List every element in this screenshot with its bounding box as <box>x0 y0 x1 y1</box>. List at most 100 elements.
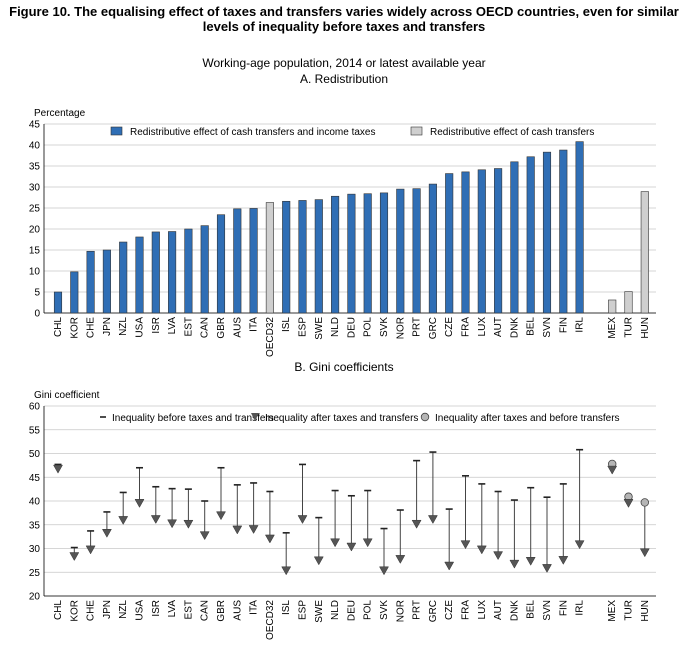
x-tick-label-b: CZE <box>444 600 455 620</box>
marker-after <box>444 561 455 571</box>
x-tick-label-b: AUT <box>493 600 504 620</box>
y-axis-label-a: Percentage <box>34 108 86 119</box>
marker-after <box>69 552 80 562</box>
marker-after <box>525 557 536 566</box>
x-tick-label-a: NZL <box>118 317 129 336</box>
x-tick-label-a: NLD <box>330 317 341 337</box>
bar <box>461 171 470 314</box>
y-tick-label-b: 25 <box>29 568 41 579</box>
x-tick-label-a: AUS <box>232 317 243 338</box>
marker-after <box>460 540 471 550</box>
bar <box>542 151 552 314</box>
x-tick-label-b: GBR <box>216 600 227 622</box>
x-tick-label-a: DNK <box>509 317 520 338</box>
bar <box>363 193 372 314</box>
x-tick-label-b: ITA <box>249 600 260 615</box>
x-tick-label-b: NOR <box>395 600 406 622</box>
legend-swatch-main <box>110 126 123 136</box>
redistribution-bar-chart: Percentage 0 5 10 15 20 25 30 35 40 45 CHL KOR CHE JPN… <box>29 108 656 357</box>
y-tick-label-a: 30 <box>29 183 41 194</box>
marker-after <box>101 529 112 538</box>
y-tick-label-b: 55 <box>29 425 41 436</box>
marker-after <box>297 515 308 524</box>
x-tick-label-a: SVN <box>542 317 553 338</box>
y-tick-label-b: 35 <box>29 520 41 531</box>
marker-after <box>362 538 373 548</box>
legend-label-main: Redistributive effect of cash transfers … <box>130 127 376 138</box>
figure-title-line1: Figure 10. The equalising effect of taxe… <box>9 4 679 19</box>
x-tick-label-b: SVN <box>542 600 553 621</box>
x-tick-label-b: DEU <box>346 600 357 621</box>
x-tick-label-b: SVK <box>379 600 390 620</box>
x-tick-label-a: AUT <box>493 317 504 337</box>
x-tick-label-b: EST <box>183 600 194 619</box>
x-tick-label-b: NZL <box>118 600 129 619</box>
bar <box>70 271 79 314</box>
x-tick-label-b: TUR <box>624 600 635 621</box>
x-tick-label-a: KOR <box>69 317 80 339</box>
x-tick-label-a: BEL <box>526 317 537 336</box>
marker-after-tax-before-transfers <box>640 498 649 507</box>
marker-after <box>248 525 259 534</box>
x-tick-label-a: OECD32 <box>265 317 276 357</box>
marker-after <box>623 499 634 508</box>
bar <box>412 188 421 314</box>
bar <box>445 173 454 314</box>
x-tick-label-b: PRT <box>412 600 423 620</box>
bar <box>494 168 503 314</box>
x-tick-label-b: SWE <box>314 600 325 623</box>
marker-after <box>216 511 226 521</box>
marker-after <box>313 556 324 566</box>
y-tick-label-a: 35 <box>29 162 41 173</box>
x-tick-label-a: CHL <box>53 317 64 337</box>
x-tick-label-a: ESP <box>298 317 309 337</box>
x-tick-label-b: CHE <box>86 600 97 621</box>
x-tick-label-a: HUN <box>640 317 651 339</box>
bar <box>428 183 437 314</box>
x-tick-label-b: USA <box>135 600 146 621</box>
y-tick-label-b: 45 <box>29 473 41 484</box>
x-tick-label-a: CAN <box>200 317 211 338</box>
y-tick-label-a: 10 <box>29 267 41 278</box>
y-tick-label-a: 20 <box>29 225 41 236</box>
bar <box>86 250 95 314</box>
x-tick-label-b: LUX <box>477 600 488 620</box>
x-tick-label-a: FRA <box>461 317 472 337</box>
x-tick-label-a: NOR <box>395 317 406 339</box>
y-tick-label-b: 20 <box>29 592 41 603</box>
x-tick-label-b: LVA <box>167 600 178 618</box>
x-tick-label-a: LUX <box>477 317 488 337</box>
panel-a-title: A. Redistribution <box>299 72 389 86</box>
marker-after <box>150 515 161 524</box>
y-tick-label-b: 30 <box>29 544 41 555</box>
bar <box>379 192 389 314</box>
marker-after <box>53 464 63 474</box>
figure-title-line2: levels of inequality before taxes and tr… <box>202 19 486 34</box>
x-tick-label-a: IRL <box>575 317 586 333</box>
marker-after <box>493 551 504 561</box>
x-tick-label-a: JPN <box>102 317 113 336</box>
x-tick-label-a: TUR <box>624 317 635 338</box>
x-tick-label-a: FIN <box>558 317 569 333</box>
x-tick-label-a: ISR <box>151 317 162 334</box>
bar <box>298 200 307 314</box>
x-tick-label-b: ISL <box>281 600 292 615</box>
x-tick-label-b: GRC <box>428 600 439 622</box>
marker-after <box>379 566 389 576</box>
bar <box>331 195 340 314</box>
x-tick-label-a: CHE <box>86 317 97 338</box>
x-tick-label-a: ITA <box>249 317 260 332</box>
y-axis-label-b: Gini coefficient <box>34 390 100 401</box>
y-tick-label-a: 15 <box>29 246 41 257</box>
x-tick-label-b: ISR <box>151 600 162 617</box>
y-tick-label-a: 5 <box>34 288 40 299</box>
bar <box>119 241 128 314</box>
x-tick-label-b: AUS <box>232 600 243 621</box>
x-tick-label-a: POL <box>363 317 374 337</box>
legend-marker-after <box>251 413 259 421</box>
bar <box>184 228 193 314</box>
marker-after <box>281 566 292 576</box>
marker-after <box>427 515 438 524</box>
marker-after <box>607 465 618 475</box>
